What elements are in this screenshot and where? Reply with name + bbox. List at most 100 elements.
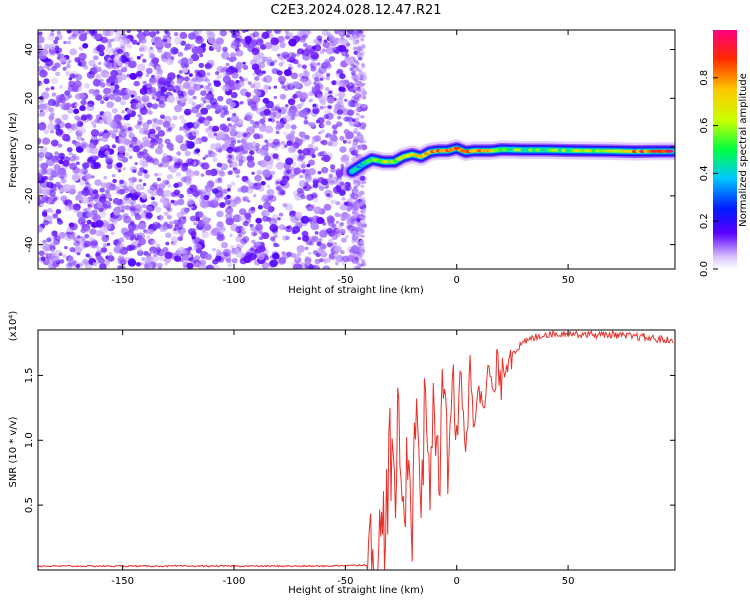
- noise-blob: [156, 215, 161, 220]
- noise-blob: [149, 31, 157, 38]
- noise-blob: [227, 205, 231, 209]
- noise-blob: [55, 209, 62, 215]
- noise-blob: [165, 37, 172, 44]
- noise-blob: [332, 46, 340, 54]
- noise-blob: [358, 257, 363, 261]
- noise-blob: [240, 185, 249, 193]
- noise-blob: [266, 56, 272, 62]
- noise-blob: [94, 179, 102, 187]
- noise-blob: [65, 102, 72, 109]
- noise-blob: [204, 154, 209, 158]
- noise-blob: [358, 254, 363, 259]
- noise-blob: [179, 114, 185, 120]
- noise-blob: [352, 35, 357, 40]
- noise-blob: [186, 97, 194, 104]
- noise-blob: [302, 42, 308, 48]
- noise-blob: [308, 168, 316, 176]
- noise-blob: [111, 174, 116, 178]
- noise-blob: [239, 101, 244, 105]
- x-tick-label: -50: [337, 576, 353, 587]
- noise-blob: [355, 117, 360, 121]
- noise-blob: [268, 217, 278, 226]
- noise-blob: [43, 129, 50, 135]
- noise-blob: [115, 139, 120, 143]
- noise-blob: [355, 239, 359, 244]
- noise-blob: [276, 53, 281, 57]
- noise-blob: [135, 102, 144, 110]
- noise-blob: [179, 126, 184, 131]
- noise-blob: [197, 153, 201, 157]
- noise-blob: [139, 154, 144, 158]
- noise-blob: [250, 83, 256, 89]
- noise-blob: [289, 174, 294, 178]
- noise-blob: [212, 188, 219, 195]
- noise-blob: [178, 216, 187, 225]
- noise-blob: [163, 189, 172, 198]
- noise-blob: [95, 230, 103, 237]
- noise-blob: [113, 209, 120, 216]
- noise-blob: [69, 156, 76, 162]
- noise-blob: [287, 83, 296, 91]
- noise-blob: [151, 103, 159, 110]
- noise-blob: [82, 43, 89, 49]
- noise-blob: [86, 114, 92, 119]
- noise-blob: [242, 132, 248, 138]
- noise-blob: [232, 214, 242, 223]
- noise-blob: [43, 208, 48, 213]
- y-tick-label: 1.0: [24, 432, 35, 448]
- noise-blob: [165, 241, 170, 246]
- noise-blob: [197, 189, 206, 197]
- noise-blob: [160, 86, 168, 93]
- noise-blob: [360, 137, 365, 141]
- noise-blob: [117, 169, 122, 173]
- noise-blob: [216, 248, 221, 254]
- noise-blob: [52, 156, 57, 161]
- noise-blob: [321, 139, 328, 146]
- noise-blob: [213, 132, 218, 136]
- noise-blob: [264, 155, 271, 162]
- noise-blob: [54, 36, 60, 41]
- noise-blob: [335, 170, 344, 178]
- noise-blob: [175, 172, 181, 177]
- noise-blob: [40, 103, 47, 110]
- noise-blob: [99, 82, 106, 88]
- noise-blob: [260, 195, 269, 203]
- noise-blob: [230, 91, 238, 99]
- noise-blob: [224, 199, 231, 206]
- noise-blob: [239, 39, 246, 44]
- noise-blob: [335, 201, 341, 206]
- noise-blob: [126, 43, 133, 49]
- noise-blob: [272, 153, 279, 160]
- noise-blob: [264, 211, 270, 217]
- noise-blob: [177, 226, 186, 235]
- noise-blob: [105, 30, 114, 37]
- noise-blob: [178, 70, 183, 74]
- noise-blob: [229, 234, 233, 237]
- noise-blob: [102, 30, 111, 37]
- noise-blob: [122, 167, 127, 171]
- noise-blob: [361, 223, 365, 228]
- noise-blob: [48, 107, 54, 113]
- noise-blob: [186, 197, 194, 205]
- noise-blob: [201, 162, 210, 170]
- noise-blob: [234, 30, 239, 33]
- noise-blob: [298, 154, 305, 161]
- noise-blob: [172, 115, 178, 121]
- noise-blob: [343, 116, 349, 122]
- noise-blob: [349, 87, 354, 92]
- noise-blob: [283, 131, 288, 136]
- noise-blob: [195, 36, 204, 45]
- noise-blob: [265, 198, 273, 205]
- noise-blob: [242, 64, 249, 70]
- noise-blob: [262, 169, 271, 178]
- noise-blob: [339, 73, 346, 80]
- noise-blob: [346, 198, 354, 204]
- noise-blob: [251, 48, 260, 56]
- noise-blob: [304, 116, 308, 120]
- noise-blob: [99, 187, 105, 193]
- noise-blob: [157, 48, 163, 53]
- noise-blob: [242, 220, 249, 227]
- noise-blob: [275, 186, 281, 191]
- noise-blob: [55, 128, 64, 136]
- noise-blob: [264, 161, 274, 170]
